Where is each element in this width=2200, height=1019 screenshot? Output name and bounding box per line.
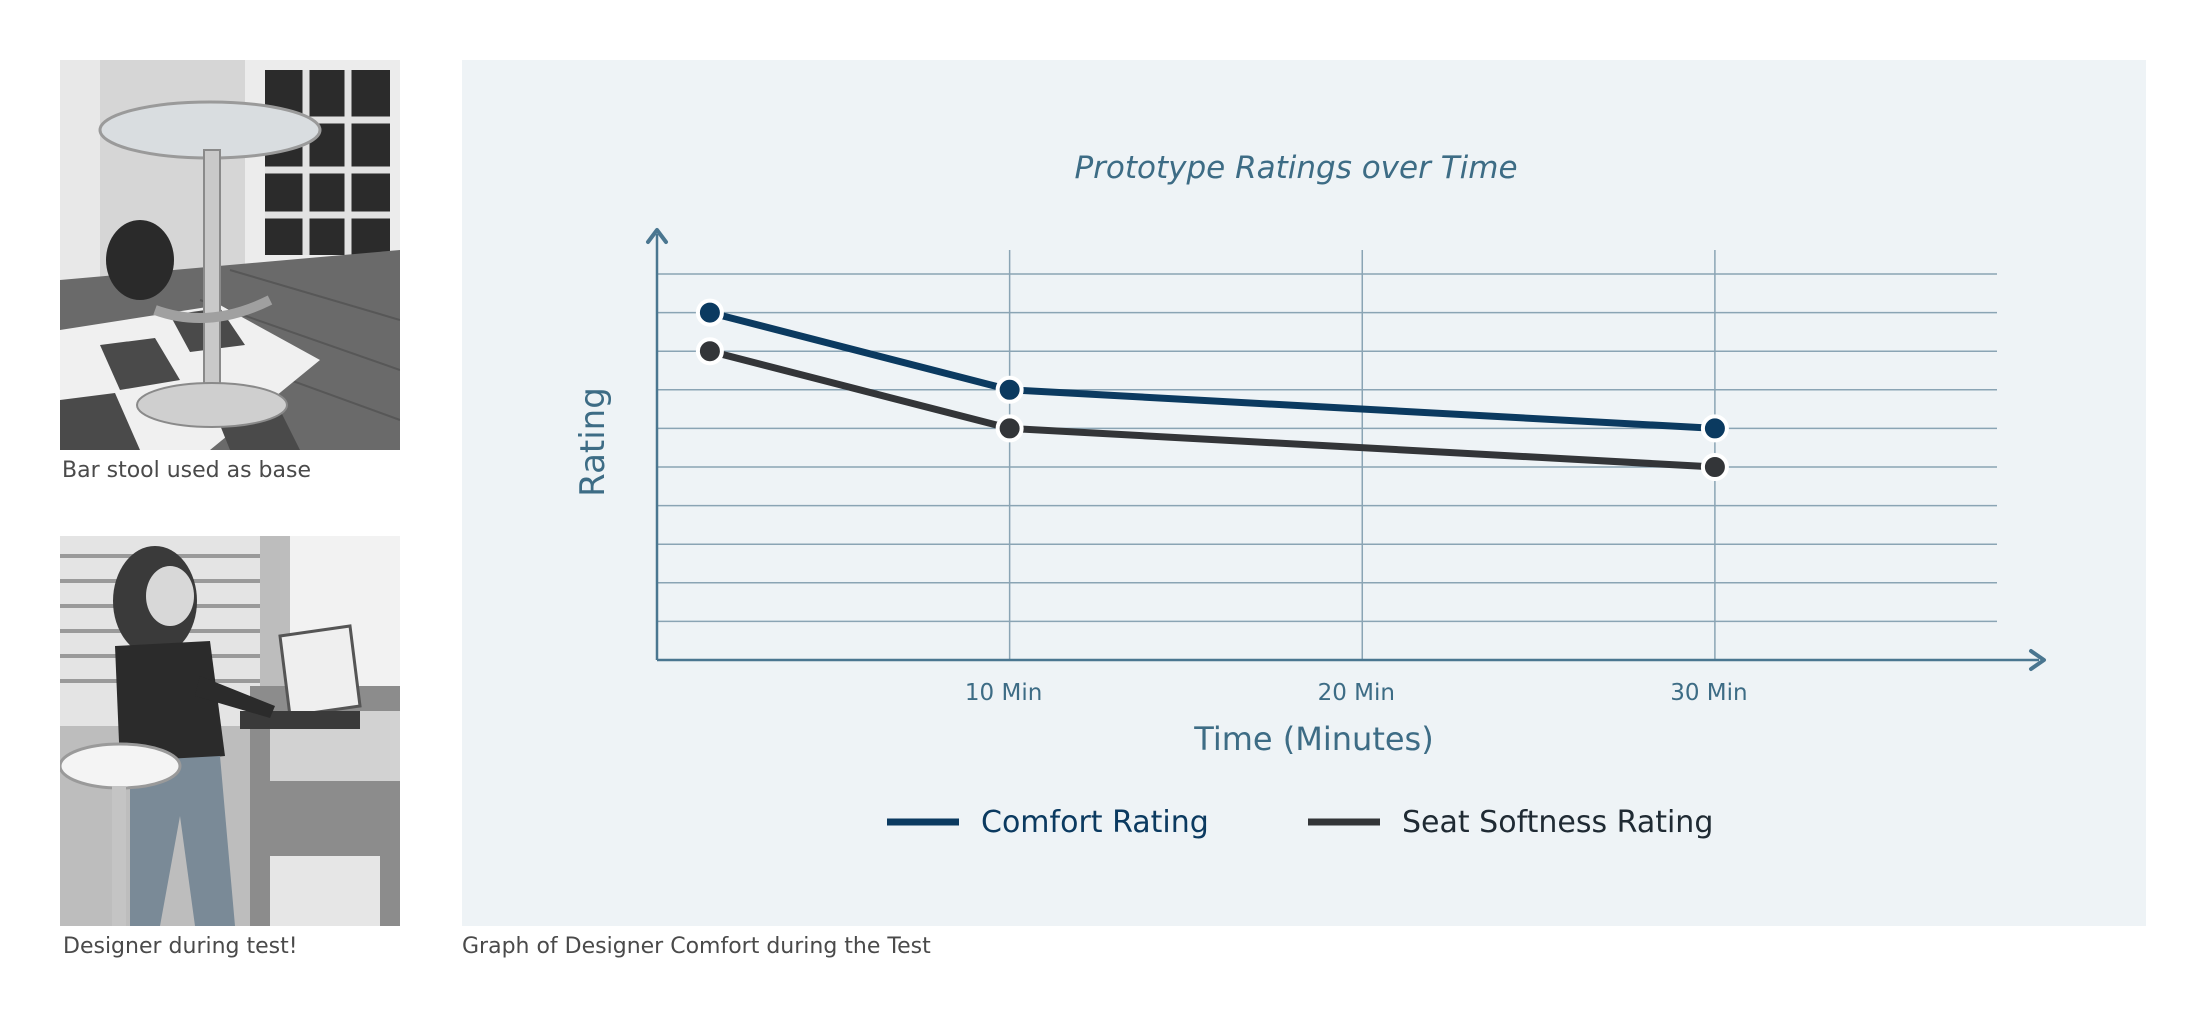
legend-label-0: Comfort Rating bbox=[981, 805, 1209, 840]
series-0-point-1 bbox=[995, 375, 1024, 404]
x-tick-label-0: 10 Min bbox=[965, 680, 1042, 706]
y-axis-arrow-icon bbox=[646, 228, 668, 244]
x-tick-label-2: 30 Min bbox=[1670, 680, 1747, 706]
bar-stool-photo bbox=[60, 60, 400, 450]
series-0-point-0 bbox=[695, 298, 724, 327]
x-tick-labels: 10 Min 20 Min 30 Min bbox=[965, 680, 1748, 706]
designer-test-caption: Designer during test! bbox=[63, 934, 298, 959]
chart-panel: Prototype Ratings over Time 10 Min 20 Min… bbox=[462, 60, 2146, 926]
ratings-line-chart: Prototype Ratings over Time 10 Min 20 Min… bbox=[573, 150, 2046, 840]
chart-legend: Comfort Rating Seat Softness Rating bbox=[887, 805, 1713, 840]
series-1-point-2 bbox=[1700, 453, 1729, 481]
designer-test-photo bbox=[60, 536, 400, 926]
y-axis-label: Rating bbox=[573, 387, 613, 497]
legend-label-1: Seat Softness Rating bbox=[1402, 805, 1713, 840]
series-1-point-0 bbox=[695, 337, 724, 366]
chart-title: Prototype Ratings over Time bbox=[1074, 150, 1517, 186]
series-line-0 bbox=[706, 309, 1719, 432]
bar-stool-caption: Bar stool used as base bbox=[62, 458, 312, 483]
series-0-point-2 bbox=[1700, 414, 1729, 443]
series-line-1 bbox=[706, 347, 1719, 471]
chart-axes bbox=[646, 228, 2046, 671]
bar-stool-image bbox=[60, 60, 400, 450]
x-axis-label: Time (Minutes) bbox=[1193, 720, 1433, 758]
chart-grid bbox=[657, 250, 1997, 660]
x-tick-label-1: 20 Min bbox=[1318, 680, 1395, 706]
series-1-point-1 bbox=[995, 414, 1024, 443]
chart-caption: Graph of Designer Comfort during the Tes… bbox=[462, 934, 931, 959]
x-axis-arrow-icon bbox=[2029, 649, 2046, 671]
chart-series bbox=[695, 298, 1729, 481]
designer-test-image bbox=[60, 536, 400, 926]
